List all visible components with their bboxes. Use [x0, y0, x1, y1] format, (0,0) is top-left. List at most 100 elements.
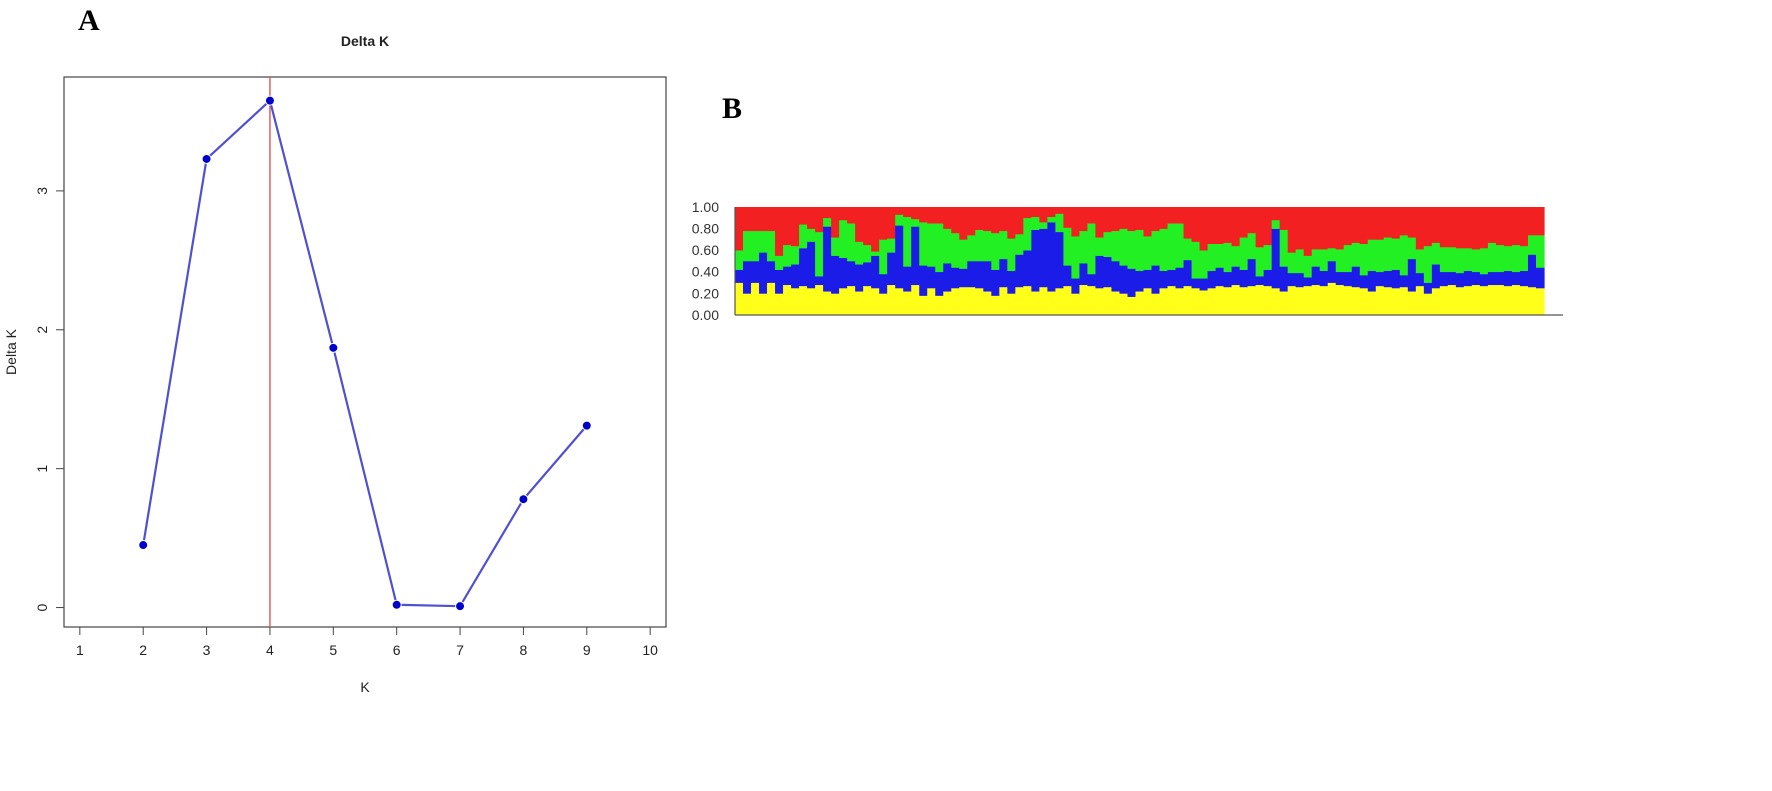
- membership-bar: [895, 214, 904, 226]
- membership-bar: [1495, 207, 1505, 246]
- membership-bar: [1031, 291, 1040, 316]
- membership-bar: [1175, 223, 1185, 268]
- membership-bar: [1359, 243, 1369, 276]
- membership-bar: [1335, 271, 1345, 286]
- membership-bar: [847, 285, 856, 316]
- membership-bar: [1311, 207, 1321, 250]
- membership-bar: [1287, 207, 1297, 253]
- membership-bar: [1007, 238, 1016, 272]
- membership-bar: [927, 207, 936, 224]
- membership-bar: [1343, 207, 1353, 246]
- membership-bar: [1479, 248, 1489, 275]
- membership-bar: [1119, 207, 1129, 229]
- membership-bar: [1215, 243, 1225, 268]
- x-tick-label: 1: [76, 642, 84, 658]
- membership-bar: [1431, 242, 1441, 265]
- membership-bar: [855, 207, 864, 242]
- membership-bar: [1095, 207, 1105, 238]
- membership-bar: [863, 244, 872, 263]
- membership-bar: [1119, 265, 1129, 294]
- membership-bar: [847, 207, 856, 224]
- membership-bar: [1519, 245, 1529, 272]
- membership-bar: [783, 284, 792, 316]
- membership-bar: [1495, 284, 1505, 316]
- membership-bar: [807, 207, 816, 229]
- membership-bar: [943, 291, 952, 316]
- membership-bar: [1439, 207, 1449, 248]
- membership-bar: [887, 207, 896, 239]
- x-tick-label: 3: [203, 642, 211, 658]
- membership-bar: [1287, 272, 1297, 287]
- membership-bar: [1047, 207, 1056, 218]
- membership-bar: [743, 230, 752, 262]
- x-tick-label: 6: [393, 642, 401, 658]
- membership-bar: [1031, 216, 1040, 230]
- membership-bar: [863, 285, 872, 316]
- membership-bar: [1191, 278, 1201, 289]
- membership-bar: [1127, 296, 1137, 316]
- membership-bar: [1191, 288, 1201, 316]
- data-point: [201, 153, 212, 164]
- membership-bar: [1487, 271, 1497, 286]
- membership-bar: [1527, 254, 1537, 288]
- membership-bar: [1079, 207, 1089, 232]
- membership-bar: [1471, 284, 1481, 316]
- membership-bar: [1095, 288, 1105, 316]
- membership-bar: [1431, 207, 1441, 243]
- membership-bar: [1535, 207, 1545, 236]
- membership-bar: [1207, 207, 1217, 245]
- membership-bar: [887, 284, 896, 316]
- membership-bar: [1367, 207, 1377, 240]
- membership-bar: [951, 267, 960, 289]
- x-tick-label: 10: [642, 642, 658, 658]
- membership-bar: [1391, 269, 1401, 289]
- membership-bar: [903, 216, 912, 267]
- membership-bar: [1455, 248, 1465, 274]
- membership-bar: [1047, 291, 1056, 316]
- membership-bar: [1167, 223, 1177, 270]
- membership-bar: [855, 291, 864, 316]
- membership-bar: [735, 269, 744, 283]
- membership-bar: [839, 219, 848, 259]
- membership-bar: [1135, 207, 1145, 230]
- membership-bar: [1319, 270, 1329, 287]
- membership-bar: [1015, 207, 1024, 235]
- membership-bar: [1223, 242, 1233, 273]
- membership-bar: [1111, 207, 1121, 232]
- x-tick-label: 8: [520, 642, 528, 658]
- membership-bar: [767, 261, 776, 283]
- membership-bar: [1447, 284, 1457, 316]
- membership-bar: [1087, 285, 1097, 316]
- membership-bar: [1199, 290, 1209, 316]
- membership-bar: [1119, 228, 1129, 266]
- membership-bar: [1023, 207, 1032, 219]
- membership-bar: [927, 266, 936, 289]
- membership-bar: [831, 207, 840, 238]
- membership-bar: [927, 223, 936, 267]
- membership-bar: [1311, 266, 1321, 286]
- membership-bar: [783, 207, 792, 246]
- membership-bar: [871, 207, 880, 252]
- membership-bar: [1239, 237, 1249, 270]
- membership-bar: [1263, 207, 1273, 246]
- membership-bar: [831, 237, 840, 256]
- membership-bar: [751, 261, 760, 283]
- membership-bar: [799, 285, 808, 316]
- membership-bar: [1175, 207, 1185, 224]
- membership-bar: [967, 261, 976, 288]
- membership-bar: [1231, 284, 1241, 316]
- y-axis-label: Delta K: [3, 328, 19, 375]
- membership-bar: [815, 284, 824, 316]
- membership-bar: [1279, 229, 1289, 267]
- membership-bar: [1423, 282, 1433, 294]
- membership-bar: [1327, 248, 1337, 262]
- membership-bar: [911, 218, 920, 227]
- membership-bar: [1039, 207, 1048, 223]
- membership-bar: [1151, 207, 1161, 232]
- y-tick-label: 0.60: [692, 242, 719, 258]
- membership-bar: [1175, 288, 1185, 316]
- membership-bar: [1247, 207, 1257, 234]
- membership-bar: [1055, 207, 1065, 214]
- membership-bar: [799, 248, 808, 287]
- data-point: [328, 342, 339, 353]
